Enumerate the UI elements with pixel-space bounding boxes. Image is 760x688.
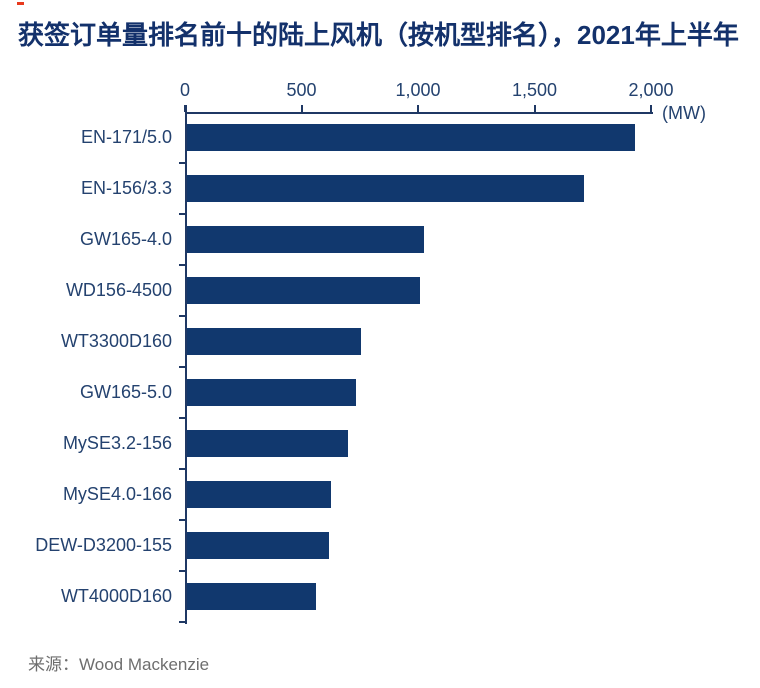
y-tick-mark: [179, 621, 185, 623]
x-tick-mark: [417, 105, 419, 112]
x-tick-mark: [184, 105, 186, 112]
bar: [187, 175, 584, 202]
bar: [187, 277, 420, 304]
x-tick-label: 2,000: [628, 80, 674, 100]
bar: [187, 583, 316, 610]
y-tick-mark: [179, 315, 185, 317]
axis-unit-label: (MW): [662, 103, 706, 123]
y-tick-mark: [179, 264, 185, 266]
y-tick-mark: [179, 468, 185, 470]
y-tick-mark: [179, 366, 185, 368]
category-label: WD156-4500: [65, 280, 172, 300]
bar: [187, 328, 361, 355]
x-axis-line: [185, 112, 653, 114]
x-tick-label: 500: [286, 80, 317, 100]
bar: [187, 124, 635, 151]
y-axis-line: [185, 105, 187, 624]
category-label: WT4000D160: [60, 586, 172, 606]
source-note: 来源：Wood Mackenzie: [28, 655, 210, 674]
red-artifact-mark: [17, 2, 24, 5]
chart-title: 获签订单量排名前十的陆上风机（按机型排名），2021年上半年: [18, 20, 739, 50]
category-label: MySE3.2-156: [62, 433, 172, 453]
bar: [187, 379, 356, 406]
bar: [187, 226, 424, 253]
category-label: MySE4.0-166: [62, 484, 172, 504]
category-label: DEW-D3200-155: [35, 535, 172, 555]
category-label: GW165-5.0: [79, 382, 172, 402]
bar-chart: (MW) 0 500 1,000 1,500 2,000 EN-171/5.0 EN-15…: [35, 80, 706, 624]
x-tick-mark: [650, 105, 652, 112]
y-tick-mark: [179, 213, 185, 215]
bar: [187, 532, 329, 559]
category-label: WT3300D160: [60, 331, 172, 351]
x-tick-label: 1,500: [511, 80, 558, 100]
y-tick-mark: [179, 162, 185, 164]
y-tick-mark: [179, 570, 185, 572]
category-label: GW165-4.0: [79, 229, 172, 249]
x-tick-label: 0: [179, 80, 191, 100]
category-label: EN-156/3.3: [80, 178, 172, 198]
x-tick-mark: [533, 105, 536, 112]
x-tick-mark: [300, 105, 303, 112]
category-label: EN-171/5.0: [80, 127, 172, 147]
x-tick-label: 1,000: [395, 80, 441, 100]
y-tick-mark: [179, 417, 185, 419]
y-tick-mark: [179, 519, 185, 521]
bar: [187, 481, 331, 508]
bar: [187, 430, 348, 457]
